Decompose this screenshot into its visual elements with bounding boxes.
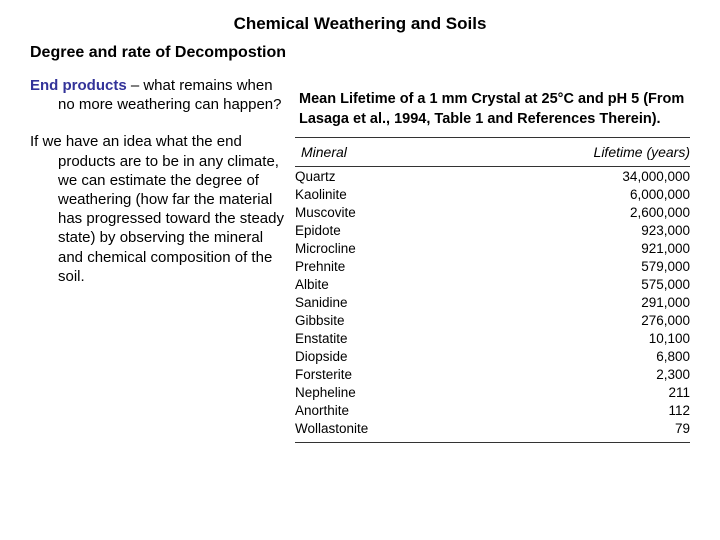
body-para: If we have an idea what the end products… [30,132,285,286]
table-row: Quartz34,000,000 [295,167,690,186]
col-lifetime: Lifetime (years) [477,138,690,167]
lifetime-cell: 921,000 [477,239,690,257]
mineral-cell: Prehnite [295,257,477,275]
mineral-cell: Wollastonite [295,419,477,442]
table-row: Epidote923,000 [295,221,690,239]
table-caption: Mean Lifetime of a 1 mm Crystal at 25°C … [295,90,690,135]
section-subtitle: Degree and rate of Decompostion [30,44,690,62]
table-row: Enstatite10,100 [295,329,690,347]
col-mineral: Mineral [295,138,477,167]
mineral-cell: Anorthite [295,401,477,419]
table-row: Wollastonite79 [295,419,690,442]
table-row: Kaolinite6,000,000 [295,185,690,203]
mineral-cell: Microcline [295,239,477,257]
lifetime-cell: 2,600,000 [477,203,690,221]
lifetime-cell: 6,800 [477,347,690,365]
end-products-para: End products – what remains when no more… [30,76,285,114]
lifetime-cell: 276,000 [477,311,690,329]
table-header-row: Mineral Lifetime (years) [295,138,690,167]
left-column: End products – what remains when no more… [30,76,295,304]
lifetime-cell: 579,000 [477,257,690,275]
mineral-cell: Kaolinite [295,185,477,203]
table-row: Anorthite112 [295,401,690,419]
table-row: Muscovite2,600,000 [295,203,690,221]
page-title: Chemical Weathering and Soils [30,14,690,34]
right-column: Mean Lifetime of a 1 mm Crystal at 25°C … [295,76,690,443]
mineral-cell: Quartz [295,167,477,186]
table-row: Gibbsite276,000 [295,311,690,329]
table-row: Albite575,000 [295,275,690,293]
mineral-cell: Epidote [295,221,477,239]
mineral-cell: Forsterite [295,365,477,383]
lifetime-cell: 34,000,000 [477,167,690,186]
lifetime-cell: 211 [477,383,690,401]
table-row: Prehnite579,000 [295,257,690,275]
mineral-cell: Nepheline [295,383,477,401]
table-row: Diopside6,800 [295,347,690,365]
table-row: Forsterite2,300 [295,365,690,383]
mineral-cell: Muscovite [295,203,477,221]
lifetime-cell: 10,100 [477,329,690,347]
lifetime-cell: 291,000 [477,293,690,311]
lifetime-cell: 923,000 [477,221,690,239]
lifetime-table: Mineral Lifetime (years) Quartz34,000,00… [295,137,690,443]
mineral-cell: Gibbsite [295,311,477,329]
table-row: Sanidine291,000 [295,293,690,311]
lifetime-cell: 575,000 [477,275,690,293]
mineral-cell: Enstatite [295,329,477,347]
mineral-cell: Sanidine [295,293,477,311]
mineral-cell: Albite [295,275,477,293]
lifetime-cell: 6,000,000 [477,185,690,203]
lifetime-cell: 112 [477,401,690,419]
lifetime-cell: 2,300 [477,365,690,383]
mineral-cell: Diopside [295,347,477,365]
table-row: Nepheline211 [295,383,690,401]
end-products-label: End products [30,77,127,94]
table-row: Microcline921,000 [295,239,690,257]
lifetime-cell: 79 [477,419,690,442]
